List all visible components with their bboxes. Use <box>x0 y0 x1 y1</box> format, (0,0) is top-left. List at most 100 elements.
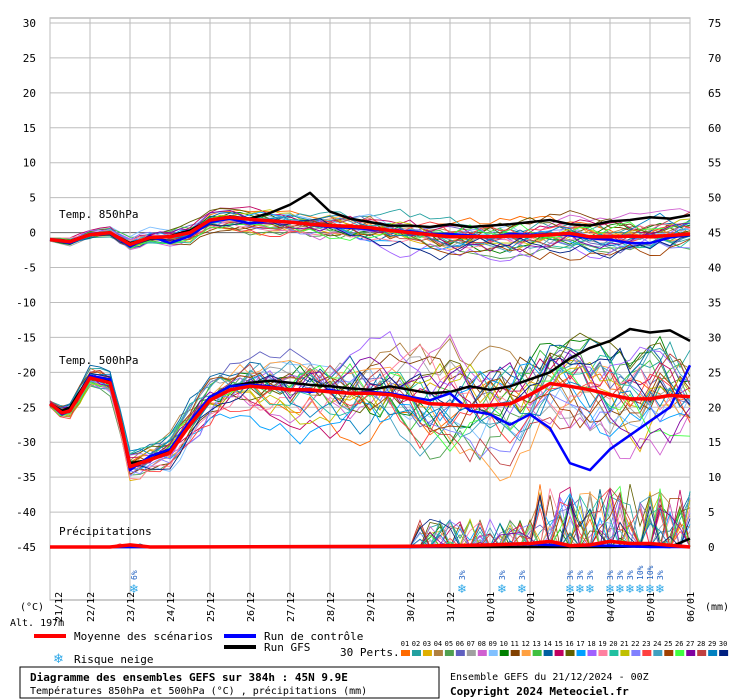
pert-color-swatch <box>466 650 476 656</box>
x-tick-label: 02/01 <box>526 592 537 622</box>
snow-risk-pct: 6% <box>130 570 139 580</box>
right-axis-unit: (mm) <box>705 602 729 613</box>
pert-color-swatch <box>433 650 443 656</box>
panel-label-t850: Temp. 850hPa <box>59 208 138 221</box>
pert-number: 05 <box>445 640 453 648</box>
pert-t500-line <box>49 373 691 475</box>
pert-color-swatch <box>401 650 410 656</box>
pert-color-swatch <box>521 650 531 656</box>
pert-color-swatch <box>675 650 685 656</box>
snow-risk-pct: 3% <box>566 570 575 580</box>
pert-number: 24 <box>653 640 661 648</box>
pert-color-swatch <box>477 650 487 656</box>
right-tick-label: 20 <box>708 401 721 414</box>
pert-t500-line <box>49 332 691 456</box>
right-tick-label: 60 <box>708 122 721 135</box>
legend-gfs-label: Run GFS <box>264 641 310 654</box>
pert-color-swatch <box>598 650 608 656</box>
pert-t500-line <box>49 347 691 470</box>
snow-risk-pct: 3% <box>656 570 665 580</box>
right-tick-label: 15 <box>708 436 721 449</box>
pert-color-swatch <box>642 650 652 656</box>
pert-number: 09 <box>489 640 497 648</box>
left-tick-label: -20 <box>16 366 36 379</box>
pert-number: 21 <box>620 640 628 648</box>
x-tick-label: 01/01 <box>486 592 497 622</box>
pert-color-swatch <box>708 650 718 656</box>
snowflake-icon: ❄ <box>645 582 655 596</box>
pert-color-swatch <box>510 650 520 656</box>
x-tick-label: 29/12 <box>366 592 377 622</box>
snow-risk-pct: 3% <box>616 570 625 580</box>
pert-t500-line <box>49 359 691 482</box>
pert-color-swatch <box>664 650 674 656</box>
right-tick-label: 70 <box>708 52 721 65</box>
pert-color-swatch <box>422 650 432 656</box>
x-tick-label: 06/01 <box>686 592 697 622</box>
pert-number: 28 <box>697 640 705 648</box>
legend-control-label: Run de contrôle <box>264 630 363 643</box>
pert-number: 10 <box>500 640 508 648</box>
pert-color-swatch <box>576 650 586 656</box>
x-tick-label: 22/12 <box>86 592 97 622</box>
mean-t850-line <box>49 215 691 247</box>
pert-t850-line <box>49 221 691 250</box>
pert-number: 22 <box>631 640 639 648</box>
pert-number: 14 <box>543 640 551 648</box>
pert-t500-line <box>49 373 691 455</box>
pert-color-swatch <box>686 650 696 656</box>
right-tick-label: 65 <box>708 87 721 100</box>
snowflake-icon: ❄ <box>517 582 527 596</box>
right-tick-label: 45 <box>708 227 721 240</box>
pert-number: 07 <box>467 640 475 648</box>
right-tick-label: 25 <box>708 366 721 379</box>
left-tick-label: 30 <box>23 17 36 30</box>
pert-color-swatch <box>543 650 553 656</box>
footer-subtitle: Températures 850hPa et 500hPa (°C) , pré… <box>30 685 367 697</box>
pert-color-swatch <box>609 650 619 656</box>
right-tick-label: 10 <box>708 471 721 484</box>
pert-number: 19 <box>598 640 606 648</box>
pert-number: 20 <box>609 640 617 648</box>
pert-color-swatch <box>411 650 421 656</box>
footer-title: Diagramme des ensembles GEFS sur 384h : … <box>30 671 348 684</box>
snowflake-icon: ❄ <box>53 652 64 667</box>
pert-color-swatch <box>488 650 498 656</box>
pert-number: 06 <box>456 640 464 648</box>
pert-number: 17 <box>576 640 584 648</box>
chart-grid <box>49 17 691 601</box>
x-tick-label: 30/12 <box>406 592 417 622</box>
pert-color-swatch <box>499 650 509 656</box>
pert-color-swatch <box>455 650 465 656</box>
snowflake-icon: ❄ <box>565 582 575 596</box>
pert-number: 29 <box>708 640 716 648</box>
pert-t850-line <box>49 219 691 261</box>
pert-t850-line <box>49 217 691 249</box>
left-tick-label: -30 <box>16 436 36 449</box>
x-tick-label: 28/12 <box>326 592 337 622</box>
pert-number: 03 <box>423 640 431 648</box>
pert-t500-line <box>49 337 691 470</box>
snow-risk-markers: 6%❄3%❄3%❄3%❄3%❄3%❄3%❄3%❄3%❄3%❄10%❄10%❄3%… <box>129 565 665 596</box>
right-tick-label: 35 <box>708 296 721 309</box>
pert-number: 08 <box>478 640 486 648</box>
snow-risk-pct: 3% <box>586 570 595 580</box>
pert-color-swatch <box>444 650 454 656</box>
right-tick-label: 5 <box>708 506 715 519</box>
pert-color-swatch <box>719 650 729 656</box>
left-tick-label: -35 <box>16 471 36 484</box>
altitude-label: Alt. 197m <box>10 618 64 629</box>
left-tick-label: 5 <box>29 192 36 205</box>
mean-precip-line <box>50 539 691 549</box>
pert-number: 01 <box>401 640 409 648</box>
panel-label-t500: Temp. 500hPa <box>59 354 138 367</box>
x-tick-label: 25/12 <box>206 592 217 622</box>
pert-number: 27 <box>686 640 694 648</box>
pert-color-swatch <box>697 650 707 656</box>
x-tick-label: 24/12 <box>166 592 177 622</box>
x-tick-label: 05/01 <box>646 592 657 622</box>
snowflake-icon: ❄ <box>625 582 635 596</box>
pert-number: 15 <box>554 640 562 648</box>
